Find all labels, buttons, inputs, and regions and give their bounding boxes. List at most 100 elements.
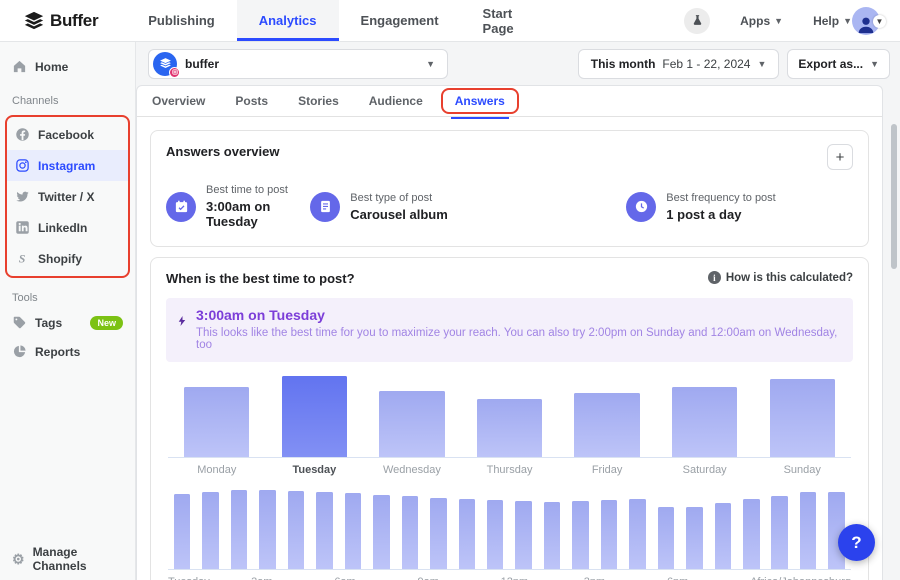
best-day-of-week-bar[interactable] xyxy=(558,376,656,457)
best-day-bars xyxy=(168,376,851,458)
analytics-tabbar: Overview Posts Stories Audience Answers xyxy=(137,86,882,119)
best-hour-chart: Tuesday3am6am9am12pm3pm6pmAfrica/Johanne… xyxy=(166,490,853,580)
best-hour-of-day-bar[interactable] xyxy=(225,490,253,569)
best-hour-of-day-bar-fill xyxy=(543,501,561,569)
how-calculated-label: How is this calculated? xyxy=(725,271,853,284)
analytics-header-row: buffer ▼ This month Feb 1 - 22, 2024 ▼ E… xyxy=(136,42,900,85)
stat-value: 1 post a day xyxy=(666,206,742,222)
vertical-scrollbar[interactable] xyxy=(891,124,897,269)
best-hour-of-day-tick-label: 3am xyxy=(251,576,334,580)
best-day-of-week-bar[interactable] xyxy=(461,376,559,457)
best-hour-of-day-bar[interactable] xyxy=(168,490,196,569)
best-hour-of-day-bar[interactable] xyxy=(339,490,367,569)
best-hour-of-day-bar[interactable] xyxy=(566,490,594,569)
best-hour-of-day-bar[interactable] xyxy=(595,490,623,569)
best-day-axis-labels: Monday Tuesday Wednesday Thursday Friday Satu… xyxy=(168,464,851,476)
best-hour-of-day-bar[interactable] xyxy=(310,490,338,569)
best-hour-of-day-bar[interactable] xyxy=(794,490,822,569)
buffer-logo[interactable]: Buffer xyxy=(24,0,99,41)
nav-start-page[interactable]: Start Page xyxy=(482,5,514,36)
sidebar-item-label: Twitter / X xyxy=(38,189,95,204)
best-hour-of-day-bar-fill xyxy=(430,497,447,569)
best-hour-of-day-bar[interactable] xyxy=(709,490,737,569)
chevron-down-icon: ▼ xyxy=(870,58,879,69)
sidebar-item-label: Facebook xyxy=(38,127,95,142)
sidebar-item-label: LinkedIn xyxy=(38,220,88,235)
tab-stories[interactable]: Stories xyxy=(298,94,339,108)
best-hour-of-day-bar[interactable] xyxy=(453,490,481,569)
best-day-of-week-tick-label: Tuesday xyxy=(292,464,337,476)
best-hour-of-day-bar-fill xyxy=(799,492,817,569)
sidebar-item-label: Home xyxy=(35,59,69,74)
best-hour-of-day-bar[interactable] xyxy=(196,490,224,569)
pie-chart-icon xyxy=(12,344,27,359)
add-widget-button[interactable]: + xyxy=(827,144,853,170)
tab-posts[interactable]: Posts xyxy=(235,94,269,108)
sidebar-item-tags[interactable]: Tags New xyxy=(0,308,135,337)
labs-flask-button[interactable] xyxy=(684,7,711,34)
best-day-of-week-bar[interactable] xyxy=(753,376,851,457)
best-hour-of-day-bar-fill xyxy=(657,506,675,569)
tab-overview[interactable]: Overview xyxy=(152,94,206,108)
how-calculated-link[interactable]: i How is this calculated? xyxy=(707,271,853,284)
best-day-of-week-bar[interactable] xyxy=(656,376,754,457)
stat-label: Best time to post xyxy=(206,184,288,196)
shopify-icon: S xyxy=(15,251,30,266)
sidebar-item-label: Shopify xyxy=(38,251,82,266)
best-hour-of-day-bar-fill xyxy=(373,494,390,569)
sidebar-item-shopify[interactable]: S Shopify xyxy=(7,243,128,274)
sidebar-item-facebook[interactable]: Facebook xyxy=(7,119,128,150)
best-hour-of-day-bar[interactable] xyxy=(481,490,509,569)
help-menu[interactable]: Help ▼ xyxy=(813,14,852,28)
gear-icon: ⚙ xyxy=(12,551,25,567)
best-day-of-week-tick-label: Friday xyxy=(591,464,623,476)
best-hour-of-day-bar[interactable] xyxy=(282,490,310,569)
best-hour-of-day-bar[interactable] xyxy=(253,490,281,569)
best-hour-of-day-bar[interactable] xyxy=(766,490,794,569)
best-hour-of-day-bar[interactable] xyxy=(367,490,395,569)
instagram-badge-icon xyxy=(169,66,180,78)
sidebar-item-instagram[interactable]: Instagram xyxy=(7,150,128,181)
help-label: Help xyxy=(813,13,840,28)
best-day-of-week-bar[interactable] xyxy=(363,376,461,457)
best-day-of-week-bar-fill xyxy=(281,376,348,457)
best-day-of-week-bar-fill xyxy=(184,386,250,457)
sidebar-item-reports[interactable]: Reports xyxy=(0,337,135,366)
best-time-title: When is the best time to post? xyxy=(166,271,355,286)
sidebar-item-linkedin[interactable]: LinkedIn xyxy=(7,212,128,243)
best-hour-of-day-bar[interactable] xyxy=(737,490,765,569)
best-day-of-week-bar[interactable] xyxy=(168,376,266,457)
help-floating-button[interactable]: ? xyxy=(838,524,875,561)
best-day-of-week-bar[interactable] xyxy=(266,376,364,457)
best-hour-of-day-bar[interactable] xyxy=(424,490,452,569)
nav-analytics[interactable]: Analytics xyxy=(236,0,339,41)
nav-publishing[interactable]: Publishing xyxy=(148,13,215,28)
tab-audience[interactable]: Audience xyxy=(368,94,423,108)
channels-section-header: Channels xyxy=(12,95,59,107)
account-menu[interactable]: ▼ xyxy=(852,6,886,35)
best-hour-of-day-bar[interactable] xyxy=(396,490,424,569)
stat-value: 3:00am on Tuesday xyxy=(206,199,271,229)
stat-label: Best type of post xyxy=(350,191,433,204)
info-icon: i xyxy=(707,271,721,284)
sidebar-item-home[interactable]: Home xyxy=(0,52,135,81)
tab-answers[interactable]: Answers xyxy=(440,88,519,119)
stat-best-frequency: Best frequency to post 1 post a day xyxy=(626,184,853,229)
best-hour-of-day-bar[interactable] xyxy=(509,490,537,569)
best-hour-of-day-bar-fill xyxy=(401,496,419,569)
best-hour-of-day-bar[interactable] xyxy=(538,490,566,569)
export-as-button[interactable]: Export as... ▼ xyxy=(787,48,890,79)
best-hour-of-day-bar[interactable] xyxy=(652,490,680,569)
best-day-of-week-tick-label: Saturday xyxy=(682,464,727,476)
nav-engagement[interactable]: Engagement xyxy=(360,13,439,28)
best-hour-of-day-bar[interactable] xyxy=(680,490,708,569)
date-range-picker[interactable]: This month Feb 1 - 22, 2024 ▼ xyxy=(577,48,780,79)
svg-text:S: S xyxy=(19,251,26,265)
date-range-label: This month xyxy=(590,56,656,71)
stat-label: Best frequency to post xyxy=(666,191,776,204)
best-hour-of-day-bar[interactable] xyxy=(623,490,651,569)
channel-selector-dropdown[interactable]: buffer ▼ xyxy=(148,48,448,79)
manage-channels-button[interactable]: ⚙ Manage Channels xyxy=(0,538,135,580)
sidebar-item-twitter[interactable]: Twitter / X xyxy=(7,181,128,212)
apps-menu[interactable]: Apps ▼ xyxy=(740,14,783,28)
